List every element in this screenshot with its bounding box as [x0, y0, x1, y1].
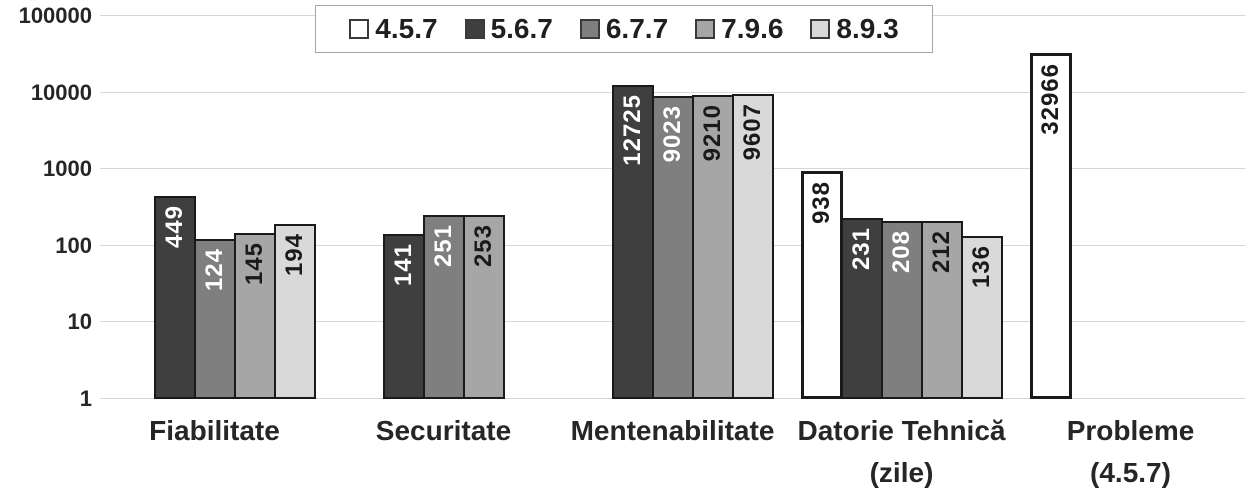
bar-7.9.6: 9210 — [691, 95, 734, 399]
category-label-line2: (zile) — [869, 457, 934, 488]
bar-6.7.7: 124 — [193, 238, 236, 399]
y-axis-tick-label: 10 — [67, 309, 92, 335]
bar-value-label: 9023 — [658, 105, 686, 163]
legend-label: 6.7.7 — [605, 13, 669, 44]
bar-value-label: 141 — [389, 243, 417, 287]
bar-group-securitate: 141 251 253 — [329, 16, 558, 399]
bar-value-label: 449 — [160, 204, 188, 248]
bar-6.7.7: 208 — [880, 221, 923, 399]
bar-8.9.3: 194 — [273, 223, 316, 399]
bar-7.9.6: 145 — [233, 233, 276, 399]
bar-value-label: 9210 — [698, 104, 726, 162]
bar-value-label: 208 — [887, 230, 915, 274]
x-axis: Fiabilitate Securitate Mentenabilitate Dato… — [0, 410, 1248, 499]
bar-value-label: 12725 — [618, 93, 646, 166]
y-axis-tick-label: 100000 — [18, 3, 92, 28]
bar-group-probleme: 32966 — [1016, 16, 1245, 399]
bar-4.5.7: 32966 — [1029, 52, 1072, 399]
bar-value-label: 194 — [280, 232, 308, 276]
x-axis-category-label: Fiabilitate — [100, 410, 329, 452]
x-axis-category-label: Datorie Tehnică (zile) — [787, 410, 1016, 494]
bar-value-label: 136 — [967, 244, 995, 288]
bar-value-label: 9607 — [738, 102, 766, 161]
bar-group-mentenabilitate: 12725 9023 9210 9607 — [558, 16, 787, 399]
gridline — [100, 91, 1245, 93]
legend-item-5.6.7: 5.6.7 — [464, 13, 553, 44]
bar-value-label: 253 — [469, 223, 497, 267]
bar-5.6.7: 141 — [382, 234, 425, 399]
bar-4.5.7: 938 — [800, 171, 843, 399]
y-axis-tick-label: 1 — [79, 386, 92, 411]
legend-label: 8.9.3 — [836, 13, 899, 44]
legend-label: 7.9.6 — [721, 13, 784, 44]
legend-swatch-8.9.3 — [810, 19, 831, 39]
bar-group-datorie-tehnic-: 938 231 208 212 136 — [787, 16, 1016, 399]
category-label-line1: Securitate — [375, 415, 512, 446]
bar-value-label: 145 — [240, 242, 268, 286]
legend-item-4.5.7: 4.5.7 — [349, 13, 438, 44]
bar-value-label: 938 — [807, 181, 835, 225]
legend-swatch-5.6.7 — [464, 19, 485, 39]
bar-value-label: 124 — [200, 247, 228, 291]
bar-value-label: 32966 — [1036, 62, 1064, 135]
bar-5.6.7: 12725 — [611, 84, 654, 399]
legend: 4.5.7 5.6.7 6.7.7 7.9.6 8.9.3 — [315, 5, 933, 53]
bar-7.9.6: 212 — [920, 220, 963, 399]
category-label-line1: Probleme — [1066, 415, 1195, 446]
bar-7.9.6: 253 — [462, 214, 505, 399]
y-axis: 100000 10000 1000 100 10 1 — [0, 0, 92, 499]
bar-group-fiabilitate: 449 124 145 194 — [100, 16, 329, 399]
bar-value-label: 231 — [847, 226, 875, 270]
category-label-line1: Mentenabilitate — [570, 415, 775, 446]
y-axis-tick-label: 10000 — [30, 79, 92, 105]
legend-label: 4.5.7 — [375, 13, 438, 44]
legend-item-7.9.6: 7.9.6 — [695, 14, 783, 44]
bar-8.9.3: 136 — [960, 235, 1003, 399]
category-label-line2: (4.5.7) — [1090, 457, 1171, 488]
legend-swatch-4.5.7 — [349, 19, 370, 39]
category-label-line1: Datorie Tehnică — [797, 415, 1006, 446]
bar-6.7.7: 9023 — [651, 96, 694, 399]
y-axis-tick-label: 100 — [55, 232, 92, 258]
legend-item-6.7.7: 6.7.7 — [579, 13, 669, 44]
legend-swatch-7.9.6 — [695, 19, 716, 39]
legend-item-8.9.3: 8.9.3 — [810, 13, 899, 44]
bar-6.7.7: 251 — [422, 215, 465, 399]
bar-value-label: 212 — [927, 229, 955, 273]
y-axis-tick-label: 1000 — [43, 156, 92, 182]
x-axis-category-label: Probleme (4.5.7) — [1016, 410, 1245, 494]
legend-label: 5.6.7 — [490, 13, 553, 44]
legend-swatch-6.7.7 — [579, 19, 600, 39]
bar-5.6.7: 449 — [153, 195, 196, 399]
bar-8.9.3: 9607 — [731, 93, 774, 399]
x-axis-category-label: Securitate — [329, 410, 558, 452]
bar-value-label: 251 — [429, 224, 457, 268]
plot-area: 449 124 145 194 141 251 253 12725 9023 9210 9607 93… — [100, 15, 1245, 399]
bar-5.6.7: 231 — [840, 217, 883, 399]
x-axis-category-label: Mentenabilitate — [558, 410, 787, 452]
category-label-line1: Fiabilitate — [149, 415, 280, 446]
